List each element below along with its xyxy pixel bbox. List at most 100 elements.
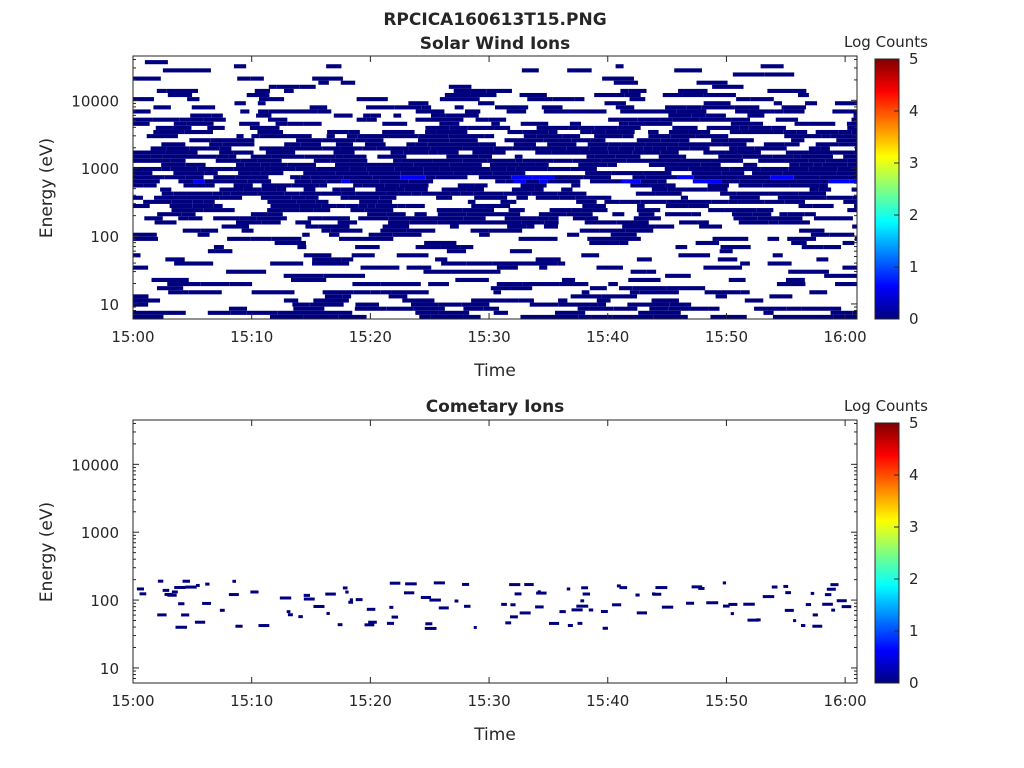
- heatmap-cell: [655, 224, 675, 229]
- heatmap-cell: [449, 224, 459, 229]
- heatmap-cell: [408, 179, 434, 184]
- x-tick-label: 15:00: [111, 328, 154, 346]
- heatmap-cell: [828, 179, 850, 184]
- heatmap-cell: [230, 138, 255, 143]
- heatmap-cell: [566, 146, 590, 151]
- heatmap-cell: [544, 220, 559, 225]
- heatmap-cell: [340, 146, 355, 151]
- heatmap-cell: [165, 257, 185, 262]
- heatmap-cell: [167, 92, 193, 98]
- heatmap-cell: [706, 125, 740, 130]
- heatmap-cell: [133, 109, 151, 114]
- heatmap-cell: [819, 183, 828, 188]
- heatmap-cell: [510, 603, 516, 607]
- heatmap-cell: [415, 117, 447, 122]
- heatmap-cell: [133, 158, 152, 163]
- heatmap-cell: [602, 76, 634, 81]
- heatmap-cell: [219, 150, 234, 155]
- y-tick-label: 10000: [71, 456, 119, 474]
- heatmap-cell: [639, 290, 679, 295]
- heatmap-cell: [182, 228, 201, 233]
- heatmap-cell: [300, 142, 321, 147]
- heatmap-cell: [660, 117, 673, 122]
- heatmap-cell: [233, 64, 247, 69]
- heatmap-cell: [312, 76, 343, 81]
- heatmap-cell: [571, 183, 581, 188]
- heatmap-cell: [133, 236, 158, 241]
- heatmap-cell: [705, 113, 726, 118]
- heatmap-cell: [448, 134, 457, 139]
- heatmap-cell: [168, 290, 189, 295]
- heatmap-cell: [167, 282, 201, 287]
- y-tick-label: 10: [100, 296, 119, 314]
- heatmap-cell: [403, 150, 429, 155]
- heatmap-cell: [349, 166, 367, 172]
- heatmap-cell: [764, 199, 785, 204]
- heatmap-cell: [382, 121, 408, 126]
- heatmap-cell: [669, 302, 692, 307]
- heatmap-cell: [335, 171, 369, 176]
- heatmap-cell: [196, 154, 217, 159]
- heatmap-cell: [401, 158, 433, 163]
- x-tick-label: 15:00: [111, 692, 154, 710]
- heatmap-cell: [815, 142, 839, 147]
- heatmap-cell: [679, 220, 698, 225]
- heatmap-cell: [625, 228, 654, 233]
- heatmap-cell: [204, 179, 226, 184]
- heatmap-cell: [357, 134, 377, 139]
- heatmap-cell: [558, 138, 572, 143]
- heatmap-cell: [836, 138, 857, 143]
- heatmap-cell: [490, 286, 533, 291]
- heatmap-cell: [226, 269, 267, 274]
- colorbar-tick-label: 1: [909, 258, 919, 276]
- heatmap-cell: [418, 134, 449, 139]
- heatmap-cell: [375, 187, 397, 192]
- heatmap-cell: [343, 175, 373, 180]
- heatmap-cell: [406, 228, 436, 233]
- heatmap-cell: [335, 162, 365, 167]
- heatmap-cell: [428, 150, 438, 155]
- heatmap-cell: [511, 175, 533, 180]
- heatmap-cell: [613, 306, 638, 311]
- heatmap-cell: [258, 624, 270, 628]
- solar-wind-panel: Solar Wind Ions 15:00 15:10 15:20 15:30 15:4…: [37, 33, 928, 381]
- heatmap-cell: [728, 138, 754, 143]
- heatmap-cell: [243, 187, 262, 192]
- heatmap-cell: [787, 212, 805, 217]
- heatmap-cell: [519, 611, 531, 615]
- heatmap-cell: [762, 595, 775, 599]
- heatmap-cell: [326, 64, 342, 69]
- heatmap-cell: [675, 245, 688, 250]
- heatmap-cell: [489, 162, 519, 167]
- heatmap-cell: [518, 236, 539, 241]
- heatmap-cell: [602, 626, 608, 630]
- heatmap-cell: [313, 604, 325, 608]
- heatmap-cell: [601, 158, 627, 163]
- heatmap-cell: [219, 146, 232, 151]
- heatmap-cell: [675, 187, 708, 192]
- heatmap-cell: [744, 298, 764, 303]
- heatmap-cell: [372, 175, 401, 180]
- heatmap-cell: [409, 220, 438, 225]
- heatmap-cell: [733, 216, 758, 221]
- heatmap-cell: [268, 220, 281, 225]
- heatmap-cell: [505, 298, 519, 303]
- heatmap-cell: [771, 585, 778, 589]
- heatmap-cell: [441, 261, 467, 266]
- heatmap-cell: [457, 97, 480, 102]
- heatmap-cell: [518, 162, 536, 167]
- cometary-y-ticks: 10 100 1000 10000: [71, 422, 857, 684]
- heatmap-cell: [854, 146, 857, 151]
- heatmap-cell: [439, 121, 460, 126]
- heatmap-cell: [336, 203, 346, 209]
- heatmap-cell: [260, 195, 292, 200]
- heatmap-cell: [515, 158, 523, 163]
- heatmap-cell: [535, 605, 544, 609]
- heatmap-cell: [190, 113, 212, 118]
- heatmap-cell: [703, 92, 736, 98]
- heatmap-cell: [157, 579, 164, 583]
- heatmap-cell: [538, 236, 558, 241]
- heatmap-cell: [433, 581, 445, 585]
- heatmap-cell: [454, 599, 459, 603]
- heatmap-cell: [788, 269, 829, 274]
